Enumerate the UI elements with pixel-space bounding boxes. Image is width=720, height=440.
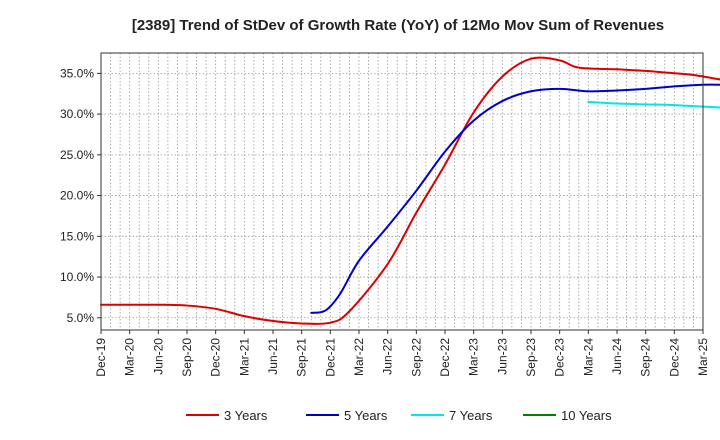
series-line-7-years — [587, 100, 720, 109]
y-tick-label: 20.0% — [60, 189, 94, 203]
legend-label-5-years: 5 Years — [344, 408, 388, 423]
series-line-5-years — [310, 83, 720, 314]
x-tick-label: Dec-19 — [94, 338, 108, 377]
series-lines — [100, 56, 720, 325]
x-tick-label: Sep-20 — [180, 338, 194, 377]
x-tick-label: Dec-20 — [209, 338, 223, 377]
x-tick-label: Jun-24 — [610, 338, 624, 375]
x-tick-label: Dec-21 — [323, 338, 337, 377]
x-tick-label: Dec-22 — [438, 338, 452, 377]
series-line-3-years — [100, 56, 720, 325]
grid — [101, 53, 703, 330]
y-tick-label: 25.0% — [60, 148, 94, 162]
x-tick-label: Sep-23 — [524, 338, 538, 377]
legend-label-3-years: 3 Years — [224, 408, 268, 423]
x-tick-label: Mar-24 — [581, 338, 595, 376]
x-tick-label: Mar-21 — [237, 338, 251, 376]
x-tick-label: Mar-20 — [123, 338, 137, 376]
y-tick-label: 15.0% — [60, 229, 94, 243]
x-tick-label: Jun-22 — [381, 338, 395, 375]
y-axis: 5.0% 10.0% 15.0% 20.0% 25.0% 30.0% 35.0% — [60, 66, 101, 325]
y-tick-label: 35.0% — [60, 66, 94, 80]
y-tick-label: 5.0% — [67, 311, 95, 325]
x-tick-label: Mar-23 — [467, 338, 481, 376]
chart-title: [2389] Trend of StDev of Growth Rate (Yo… — [132, 17, 664, 34]
x-tick-label: Mar-22 — [352, 338, 366, 376]
plot-area-frame — [100, 52, 704, 331]
y-tick-label: 30.0% — [60, 107, 94, 121]
y-tick-label: 10.0% — [60, 270, 94, 284]
x-tick-label: Sep-24 — [639, 338, 653, 377]
x-tick-label: Dec-23 — [553, 338, 567, 377]
legend-label-10-years: 10 Years — [561, 408, 612, 423]
x-tick-label: Dec-24 — [667, 338, 681, 377]
x-tick-label: Jun-21 — [266, 338, 280, 375]
x-tick-label: Sep-21 — [295, 338, 309, 377]
legend: 3 Years 5 Years 7 Years 10 Years — [186, 408, 612, 423]
x-tick-label: Mar-25 — [696, 338, 710, 376]
x-tick-label: Jun-20 — [151, 338, 165, 375]
legend-label-7-years: 7 Years — [449, 408, 493, 423]
x-tick-label: Jun-23 — [495, 338, 509, 375]
x-tick-label: Sep-22 — [409, 338, 423, 377]
x-axis: Dec-19 Mar-20 Jun-20 Sep-20 Dec-20 Mar-21 Jun-… — [94, 330, 710, 377]
